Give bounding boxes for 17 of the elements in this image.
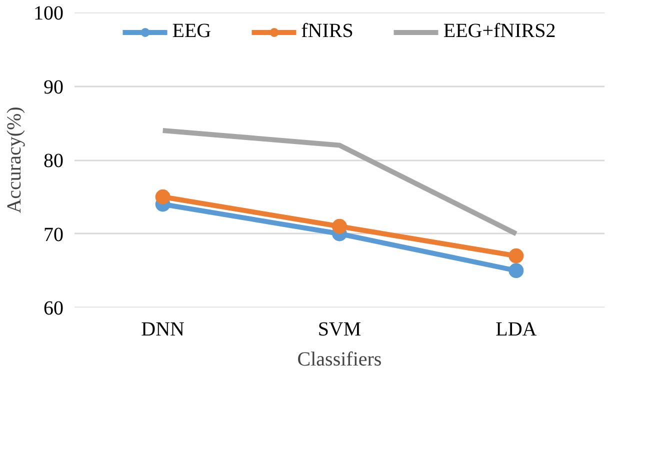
x-tick-label: SVM [318, 318, 362, 340]
x-tick-label: LDA [496, 318, 538, 340]
point [508, 263, 524, 278]
x-tick-label: DNN [141, 318, 185, 340]
legend-label: EEG+fNIRS2 [443, 20, 556, 43]
y-tick-label: 100 [34, 2, 64, 24]
y-tick-label: 90 [44, 76, 64, 98]
point [508, 248, 524, 264]
legend-label: fNIRS [301, 20, 354, 43]
x-axis-title: Classifiers [297, 348, 382, 370]
point [332, 218, 347, 234]
legend-label: EEG [172, 20, 212, 43]
y-axis-title: Accuracy(%) [4, 106, 26, 214]
y-tick-label: 60 [44, 298, 64, 320]
y-tick-label: 70 [44, 224, 64, 246]
y-tick-label: 80 [44, 150, 64, 172]
point [155, 189, 170, 204]
